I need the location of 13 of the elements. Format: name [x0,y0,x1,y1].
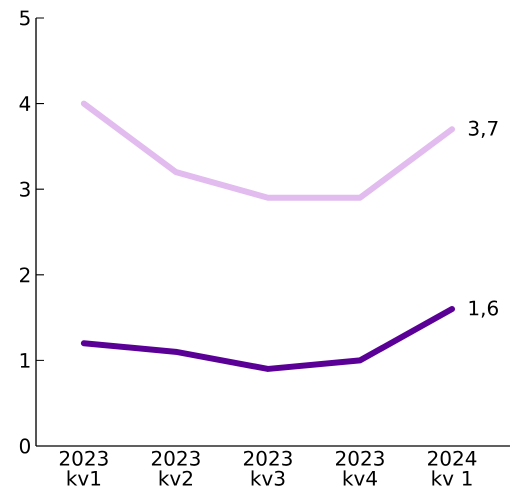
y-tick-label: 1 [20,353,30,368]
y-tick-label: 5 [20,10,30,26]
y-tick-label: 4 [20,96,30,111]
y-tick-label: 2 [20,267,30,282]
x-tick-label: 2024 kv 1 [428,450,476,486]
y-tick-label: 0 [20,438,30,454]
y-tick-label: 3 [20,182,30,197]
x-tick-label: 2023 kv3 [244,450,292,486]
x-tick-label: 2023 kv1 [60,450,108,486]
data-label: 3,7 [468,120,498,138]
x-tick-label: 2023 kv2 [152,450,200,486]
x-tick-label: 2023 kv4 [336,450,384,486]
data-label: 1,6 [470,300,498,318]
